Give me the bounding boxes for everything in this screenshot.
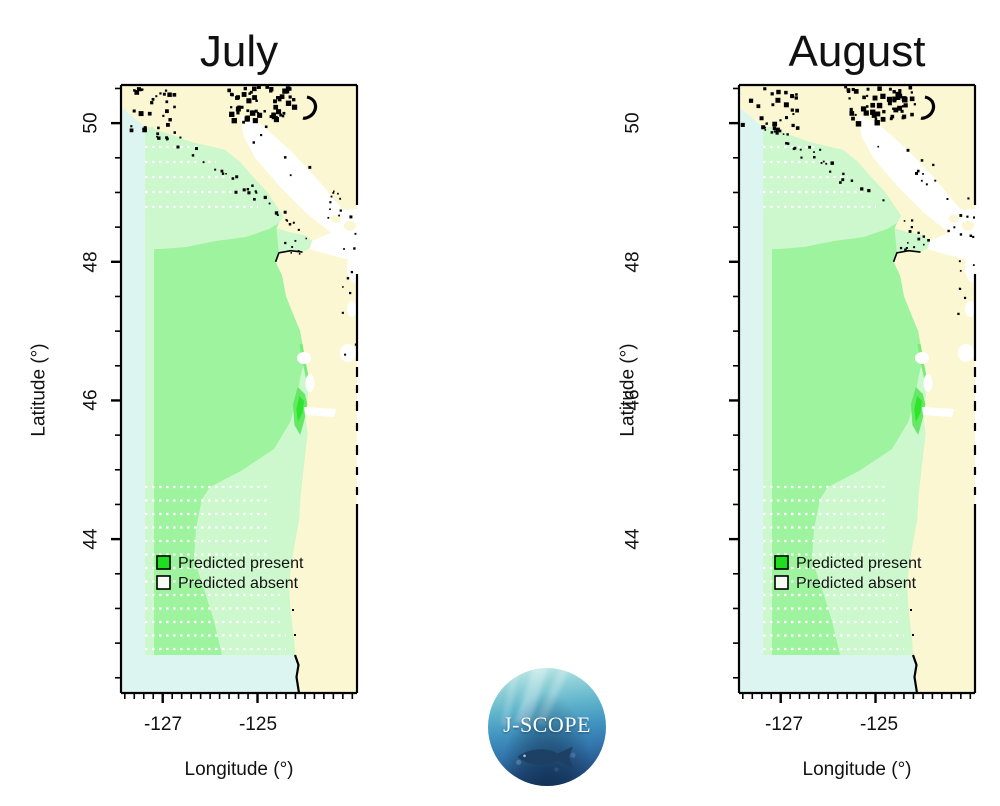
legend: Predicted present Predicted absent (774, 555, 922, 592)
legend-label-present: Predicted present (796, 555, 922, 572)
y-tick-label-50: 50 (81, 112, 102, 133)
seafloor-texture (488, 668, 606, 786)
jscope-logo: J-SCOPE (488, 668, 606, 786)
map-panel-august: August 50 48 46 44 -127 -125 Latitude (°… (618, 27, 977, 780)
y-tick-label-48: 48 (81, 251, 102, 272)
legend-swatch-present (774, 555, 789, 570)
fish-icon (517, 746, 573, 768)
x-tick-label-125: -125 (239, 714, 277, 735)
y-axis-label: Latitude (°) (618, 343, 639, 436)
legend-swatch-present (156, 555, 171, 570)
legend-label-absent: Predicted absent (178, 575, 299, 592)
x-tick-label-127: -127 (765, 714, 803, 735)
y-tick-label-44: 44 (623, 528, 644, 550)
panel-title-july: July (200, 27, 278, 76)
y-tick-label-50: 50 (623, 112, 644, 133)
legend-label-present: Predicted present (178, 555, 304, 572)
x-axis-label: Longitude (°) (803, 759, 912, 780)
legend-swatch-absent (774, 575, 789, 590)
jscope-logo-text: J-SCOPE (503, 712, 591, 737)
y-tick-label-46: 46 (81, 389, 102, 410)
y-tick-label-48: 48 (623, 251, 644, 272)
legend: Predicted present Predicted absent (156, 555, 304, 592)
y-tick-label-46: 46 (623, 389, 644, 410)
map-plot-area (739, 85, 975, 693)
x-tick-label-127: -127 (144, 714, 182, 735)
axes (729, 83, 977, 703)
y-tick-label-44: 44 (81, 528, 102, 550)
map-plot-area (121, 85, 357, 693)
legend-label-absent: Predicted absent (796, 575, 917, 592)
axes (111, 83, 359, 703)
y-axis-label: Latitude (°) (29, 343, 50, 436)
x-tick-label-125: -125 (860, 714, 898, 735)
legend-swatch-absent (156, 575, 171, 590)
panel-title-august: August (789, 27, 926, 76)
x-axis-label: Longitude (°) (185, 759, 294, 780)
map-panel-july: July 50 48 46 44 -127 -125 Latitude (°) … (29, 27, 359, 780)
